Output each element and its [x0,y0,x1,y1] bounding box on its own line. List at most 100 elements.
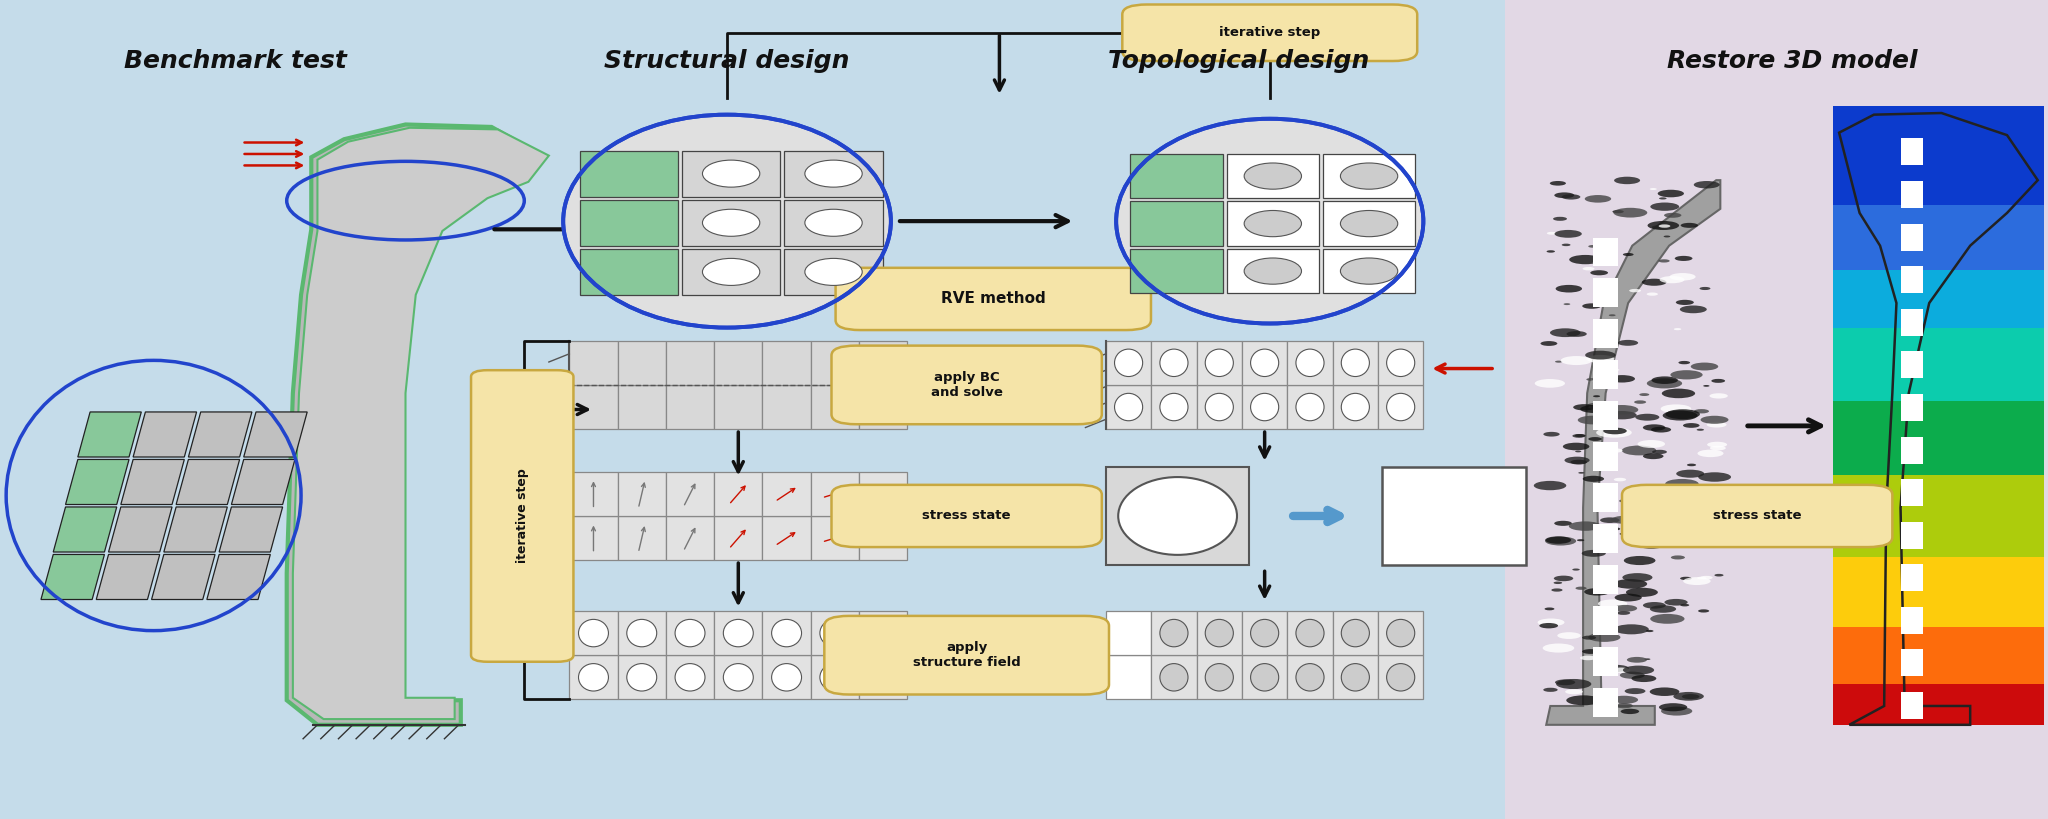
Ellipse shape [1622,253,1634,256]
Bar [1151,341,1196,385]
Ellipse shape [1554,521,1573,526]
Ellipse shape [1339,210,1397,237]
Ellipse shape [1589,437,1602,441]
Ellipse shape [1659,224,1671,228]
Ellipse shape [1296,349,1325,377]
Bar [1196,655,1241,699]
Bar [811,472,858,516]
Ellipse shape [1698,609,1710,613]
Ellipse shape [1159,619,1188,647]
Bar [1593,565,1618,594]
Polygon shape [133,412,197,457]
Bar [811,341,858,385]
Ellipse shape [1159,663,1188,691]
Ellipse shape [1708,441,1726,447]
Ellipse shape [1579,472,1585,473]
Ellipse shape [1679,604,1690,606]
Ellipse shape [1626,588,1659,597]
Polygon shape [121,459,184,505]
Polygon shape [1833,557,2044,627]
Ellipse shape [1554,680,1575,686]
Ellipse shape [805,210,862,237]
Bar [762,655,811,699]
Ellipse shape [1702,486,1729,495]
Ellipse shape [1591,270,1608,275]
Bar [1593,688,1618,717]
Ellipse shape [1616,704,1632,708]
Bar [811,655,858,699]
Ellipse shape [1671,555,1686,559]
Bar [580,200,678,246]
Bar [666,655,715,699]
Ellipse shape [1602,699,1616,704]
Ellipse shape [1661,707,1692,716]
Text: iterative step: iterative step [516,468,528,563]
Ellipse shape [1669,521,1692,527]
Ellipse shape [1245,163,1303,189]
Ellipse shape [1583,303,1602,309]
Bar [1901,309,1923,336]
Ellipse shape [1602,609,1616,613]
Ellipse shape [1683,577,1710,585]
Text: Restore 3D model: Restore 3D model [1667,49,1917,74]
Ellipse shape [1612,667,1630,673]
Bar [618,341,666,385]
Text: apply BC
and solve: apply BC and solve [930,371,1004,399]
Bar [1227,154,1319,198]
Ellipse shape [1669,273,1696,281]
Ellipse shape [1665,599,1688,605]
Bar [1901,224,1923,251]
Ellipse shape [1610,375,1634,382]
Ellipse shape [1679,361,1690,364]
Ellipse shape [1386,663,1415,691]
Ellipse shape [1587,403,1608,409]
Ellipse shape [1561,356,1591,365]
Ellipse shape [1341,393,1370,421]
Ellipse shape [1589,245,1597,247]
Ellipse shape [1563,443,1589,450]
Bar [1333,341,1378,385]
Ellipse shape [1622,666,1655,675]
Bar [858,611,907,655]
Ellipse shape [1663,410,1698,420]
Ellipse shape [1651,188,1657,190]
Ellipse shape [1296,663,1325,691]
Ellipse shape [1620,672,1645,679]
Polygon shape [176,459,240,505]
FancyBboxPatch shape [1122,5,1417,61]
Bar [1901,522,1923,549]
Ellipse shape [1581,405,1608,413]
Bar [1288,385,1333,429]
Ellipse shape [1554,576,1573,581]
Bar [1593,442,1618,471]
Bar [1106,655,1151,699]
Ellipse shape [1663,236,1671,238]
Ellipse shape [702,210,760,237]
Ellipse shape [819,663,850,691]
Ellipse shape [1665,213,1681,218]
Text: Benchmark test: Benchmark test [125,49,346,74]
Ellipse shape [1577,539,1585,541]
Bar [762,472,811,516]
Ellipse shape [702,160,760,187]
Ellipse shape [1569,255,1602,265]
Ellipse shape [1575,434,1585,437]
Bar [569,341,618,385]
Ellipse shape [1595,538,1608,542]
Ellipse shape [819,619,850,647]
Bar [1151,385,1196,429]
Text: stress state: stress state [922,509,1012,523]
Ellipse shape [1692,363,1718,370]
Ellipse shape [1604,327,1612,328]
Ellipse shape [1698,508,1718,514]
Ellipse shape [1651,377,1677,384]
Ellipse shape [702,259,760,286]
Bar [1227,201,1319,246]
Ellipse shape [1579,656,1595,660]
Bar [580,249,678,295]
Ellipse shape [1610,314,1616,316]
Ellipse shape [1245,258,1303,284]
Ellipse shape [1593,410,1616,417]
Bar [1901,351,1923,378]
Bar [569,516,618,560]
